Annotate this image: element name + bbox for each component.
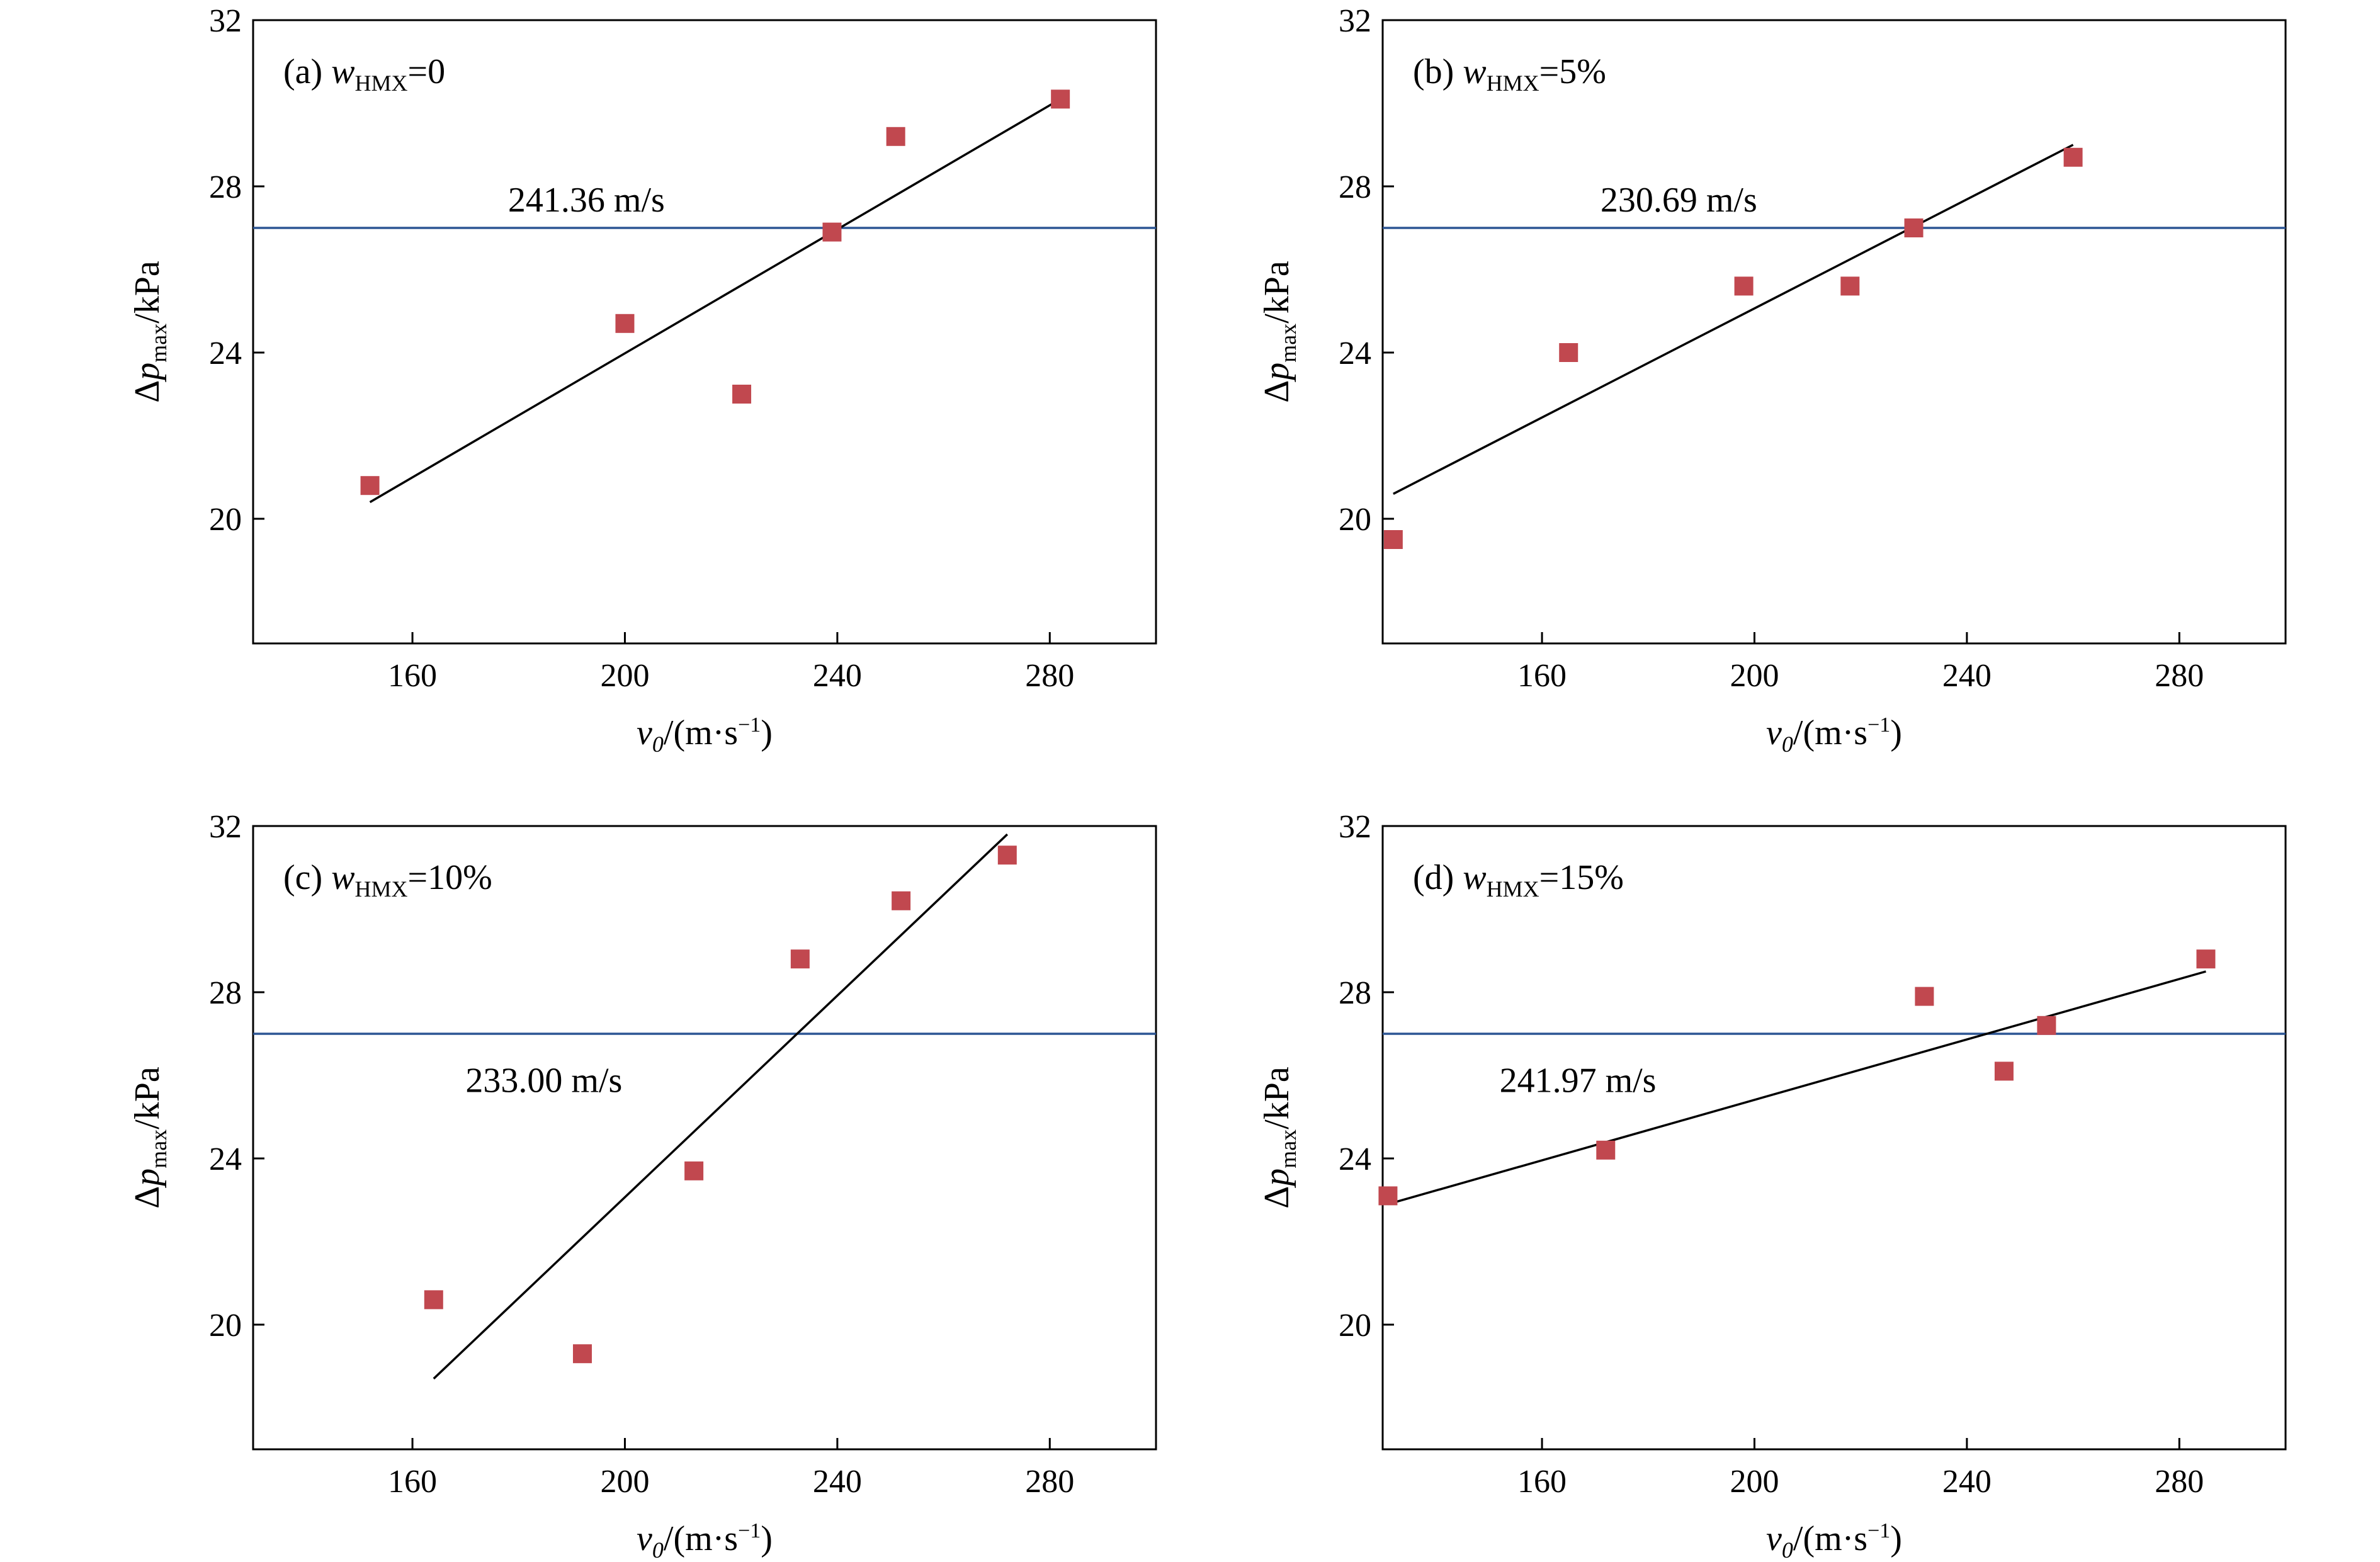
x-tick-label: 200 [1730,1464,1779,1500]
data-point [1915,987,1934,1006]
y-tick-label: 28 [1339,169,1371,205]
data-point [1378,1186,1398,1206]
y-tick-label: 20 [209,1308,242,1344]
y-tick-label: 20 [209,502,242,538]
x-tick-label: 160 [388,658,437,694]
threshold-label: 233.00 m/s [465,1061,622,1101]
plot-frame [1381,825,2287,1451]
data-point [1383,530,1403,549]
panel-1: 160 200 240 280 20 24 28 32 230.69 m/s (b) wHMX=5… [1257,3,2287,757]
x-axis-title: v0/(m·s−1) [1766,1519,1902,1562]
y-tick-label: 28 [209,169,242,205]
y-tick-label: 24 [1339,1141,1371,1177]
x-tick-label: 200 [600,658,649,694]
threshold-label: 241.97 m/s [1500,1061,1657,1101]
data-point [1904,218,1924,237]
x-tick-label: 280 [1025,1464,1074,1500]
y-axis-title: Δpmax/kPa [1257,1067,1301,1209]
data-point [615,314,635,333]
plot-frame [252,19,1157,645]
y-axis-title: Δpmax/kPa [128,1067,171,1209]
y-tick-label: 24 [209,336,242,371]
plot-frame [1381,19,2287,645]
x-tick-label: 240 [1942,658,1992,694]
x-tick-label: 200 [600,1464,649,1500]
data-point [822,222,842,242]
data-point [684,1161,704,1180]
data-point [572,1344,592,1364]
fit-line [369,98,1062,504]
panel-0: 160 200 240 280 20 24 28 32 241.36 m/s (a) wHMX=0… [128,3,1157,757]
data-point [790,949,810,969]
y-tick-label: 32 [209,809,242,845]
data-point [1734,276,1754,296]
panel-3: 160 200 240 280 20 24 28 32 241.97 m/s (d) wHMX=1… [1257,809,2287,1562]
data-point [2196,949,2216,969]
x-tick-label: 160 [1517,658,1567,694]
data-point [1559,343,1578,362]
x-tick-label: 160 [388,1464,437,1500]
x-tick-label: 240 [813,1464,862,1500]
data-point [424,1290,443,1310]
threshold-label: 241.36 m/s [508,181,665,220]
x-axis-title: v0/(m·s−1) [1766,713,1902,757]
panel-2: 160 200 240 280 20 24 28 32 233.00 m/s (c) wHMX=1… [128,809,1157,1562]
y-tick-label: 20 [1339,502,1371,538]
x-tick-label: 200 [1730,658,1779,694]
y-tick-label: 28 [209,975,242,1011]
y-tick-label: 32 [1339,3,1371,39]
data-point [2037,1016,2056,1035]
x-tick-label: 240 [1942,1464,1992,1500]
data-point [1994,1061,2014,1081]
y-tick-label: 28 [1339,975,1371,1011]
y-axis-title: Δpmax/kPa [1257,261,1301,403]
fit-line [1387,970,2206,1206]
fit-line [433,833,1009,1380]
panel-label: (a) wHMX=0 [283,52,445,96]
panel-label: (c) wHMX=10% [283,858,492,902]
y-tick-label: 24 [209,1141,242,1177]
plot-frame [252,825,1157,1451]
x-axis-title: v0/(m·s−1) [637,713,773,757]
data-point [886,127,905,146]
x-axis-title: v0/(m·s−1) [637,1519,773,1562]
data-point [360,476,380,495]
data-point [732,385,752,404]
data-point [1596,1140,1616,1160]
data-point [997,846,1017,865]
x-tick-label: 240 [813,658,862,694]
x-tick-label: 160 [1517,1464,1567,1500]
x-tick-label: 280 [2155,1464,2204,1500]
y-tick-label: 20 [1339,1308,1371,1344]
panel-label: (b) wHMX=5% [1413,52,1606,96]
x-tick-label: 280 [1025,658,1074,694]
y-axis-title: Δpmax/kPa [128,261,171,403]
data-point [1840,276,1860,296]
x-tick-label: 280 [2155,658,2204,694]
data-point [2063,147,2083,167]
threshold-label: 230.69 m/s [1601,181,1757,220]
fit-line [1393,144,2074,495]
panel-label: (d) wHMX=15% [1413,858,1624,902]
y-tick-label: 32 [209,3,242,39]
y-tick-label: 32 [1339,809,1371,845]
data-point [892,891,911,910]
y-tick-label: 24 [1339,336,1371,371]
data-point [1051,89,1070,109]
